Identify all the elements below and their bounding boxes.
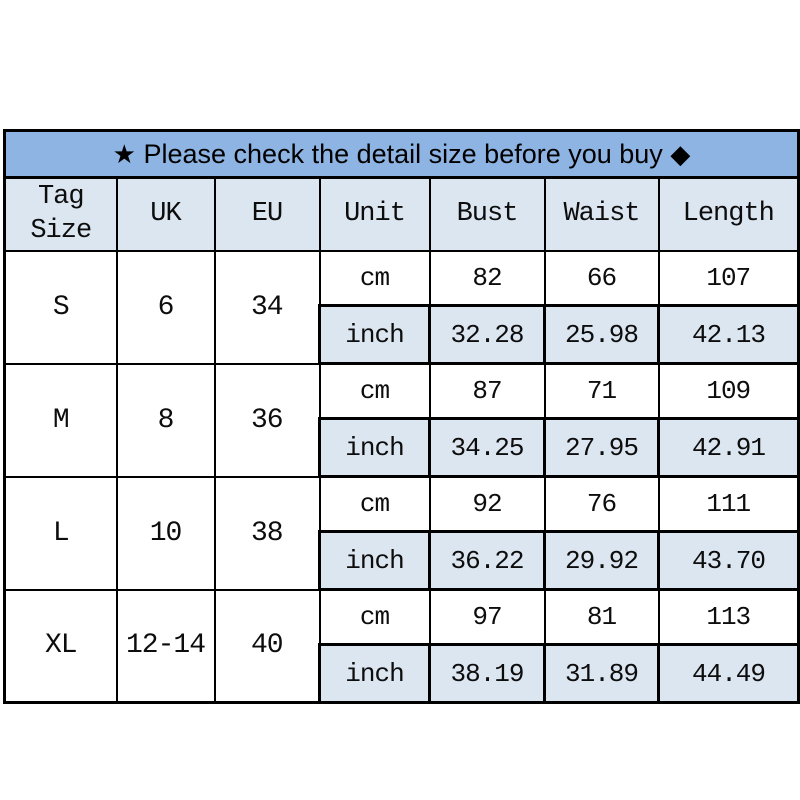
eu-cell: 40: [213, 588, 321, 704]
star-icon: ★: [112, 138, 136, 169]
size-cell: M: [3, 362, 118, 478]
header-uk: UK: [115, 176, 216, 252]
length-cell: 107: [657, 250, 800, 307]
waist-cell: 71: [543, 362, 660, 420]
uk-cell: 8: [115, 362, 216, 478]
waist-cell: 66: [543, 250, 660, 307]
size-cell: XL: [3, 588, 118, 704]
eu-cell: 38: [213, 475, 321, 591]
waist-cell: 25.98: [543, 304, 660, 365]
unit-cell: inch: [318, 417, 431, 478]
bust-cell: 87: [428, 362, 546, 420]
length-cell: 44.49: [657, 643, 800, 704]
table-row-xl-cm: XL 12-14 40 cm 97 81 113: [3, 588, 800, 704]
unit-cell: inch: [318, 643, 431, 704]
uk-cell: 6: [115, 250, 216, 365]
header-eu: EU: [213, 176, 321, 252]
unit-cell: cm: [318, 475, 431, 533]
header-unit: Unit: [318, 176, 431, 252]
length-cell: 43.70: [657, 530, 800, 591]
unit-cell: cm: [318, 250, 431, 307]
banner-row: ★ Please check the detail size before yo…: [3, 129, 800, 179]
uk-cell: 10: [115, 475, 216, 591]
bust-cell: 82: [428, 250, 546, 307]
eu-cell: 34: [213, 250, 321, 365]
header-row: Tag Size UK EU Unit Bust Waist Length: [3, 176, 800, 252]
waist-cell: 27.95: [543, 417, 660, 478]
eu-cell: 36: [213, 362, 321, 478]
unit-cell: inch: [318, 304, 431, 365]
header-waist: Waist: [543, 176, 660, 252]
size-cell: L: [3, 475, 118, 591]
banner: ★ Please check the detail size before yo…: [3, 129, 800, 179]
size-cell: S: [3, 250, 118, 365]
length-cell: 111: [657, 475, 800, 533]
table-row-s-cm: S 6 34 cm 82 66 107: [3, 250, 800, 365]
unit-cell: cm: [318, 362, 431, 420]
uk-cell: 12-14: [115, 588, 216, 704]
length-cell: 109: [657, 362, 800, 420]
header-bust: Bust: [428, 176, 546, 252]
waist-cell: 29.92: [543, 530, 660, 591]
bust-cell: 32.28: [428, 304, 546, 365]
bust-cell: 38.19: [428, 643, 546, 704]
bust-cell: 36.22: [428, 530, 546, 591]
waist-cell: 76: [543, 475, 660, 533]
diamond-icon: ◆: [670, 138, 691, 169]
length-cell: 113: [657, 588, 800, 646]
waist-cell: 31.89: [543, 643, 660, 704]
table-row-l-cm: L 10 38 cm 92 76 111: [3, 475, 800, 591]
table-row-s-inch: inch 32.28 25.98 42.13: [5, 304, 800, 365]
waist-cell: 81: [543, 588, 660, 646]
bust-cell: 34.25: [428, 417, 546, 478]
table-row-xl-inch: inch 38.19 31.89 44.49: [5, 643, 800, 704]
length-cell: 42.91: [657, 417, 800, 478]
table-row-m-cm: M 8 36 cm 87 71 109: [3, 362, 800, 478]
header-tag-size: Tag Size: [3, 176, 118, 252]
size-chart-table: ★ Please check the detail size before yo…: [3, 129, 800, 704]
header-length: Length: [657, 176, 800, 252]
unit-cell: inch: [318, 530, 431, 591]
banner-text: Please check the detail size before you …: [143, 138, 663, 169]
unit-cell: cm: [318, 588, 431, 646]
bust-cell: 97: [428, 588, 546, 646]
table-row-l-inch: inch 36.22 29.92 43.70: [5, 530, 800, 591]
table-row-m-inch: inch 34.25 27.95 42.91: [5, 417, 800, 478]
bust-cell: 92: [428, 475, 546, 533]
length-cell: 42.13: [657, 304, 800, 365]
